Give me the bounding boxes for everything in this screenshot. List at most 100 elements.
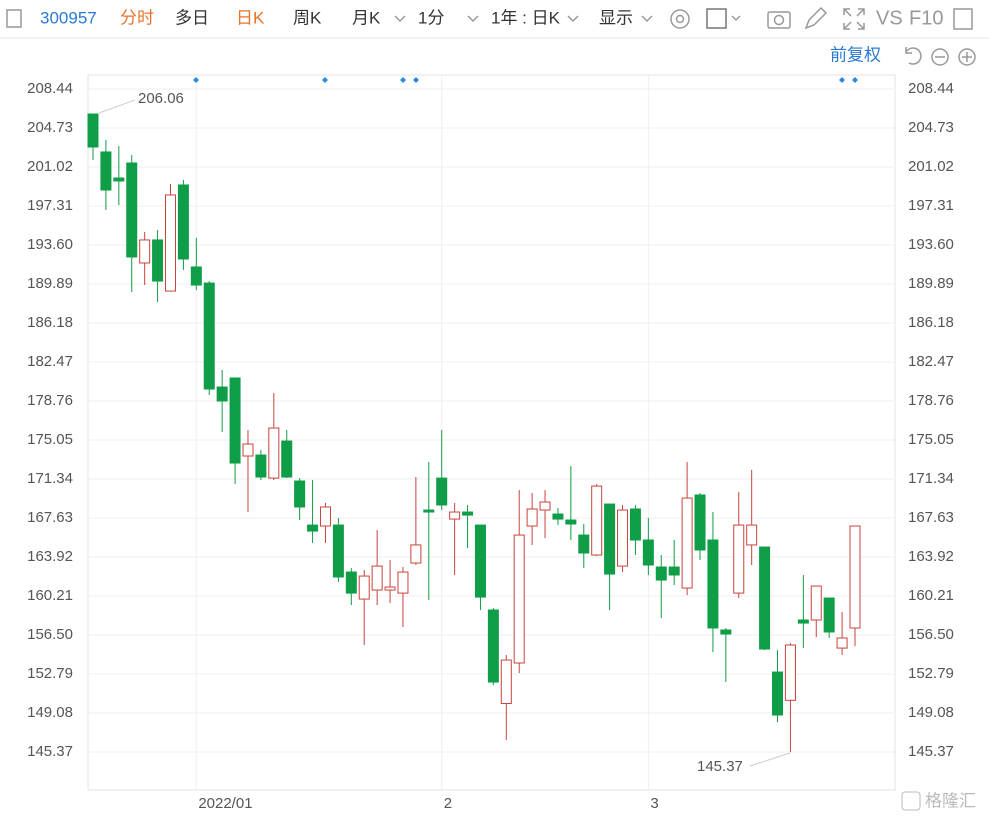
- y-tick-label: 167.63: [27, 509, 73, 526]
- candle-body: [423, 509, 435, 513]
- event-marker[interactable]: [839, 77, 845, 83]
- panel-icon[interactable]: [953, 8, 973, 30]
- chevron: [394, 15, 406, 23]
- y-tick-label-right: 186.18: [908, 314, 954, 331]
- y-tick-label: 182.47: [27, 353, 73, 370]
- candle-body: [694, 494, 706, 551]
- candle-body: [229, 377, 241, 464]
- zoom-out-icon[interactable]: [931, 48, 949, 66]
- event-marker[interactable]: [852, 77, 858, 83]
- sidebar-toggle[interactable]: [6, 9, 22, 28]
- plot: 208.44 208.44 204.73 204.73 201.02 201.02 197.…: [27, 74, 954, 812]
- y-tick-label-right: 156.50: [908, 626, 954, 643]
- undo-icon[interactable]: [905, 47, 922, 65]
- vs-button[interactable]: VS: [876, 7, 903, 29]
- candle-body: [668, 566, 680, 576]
- chevron: [641, 15, 653, 23]
- candle-body: [578, 534, 590, 554]
- y-tick-label-right: 167.63: [908, 509, 954, 526]
- tab[interactable]: 月K: [352, 8, 381, 27]
- interval-select[interactable]: 1分: [418, 8, 444, 27]
- pen-icon[interactable]: [804, 6, 828, 30]
- candle-body: [152, 239, 164, 282]
- watermark: 格隆汇: [925, 791, 976, 810]
- y-tick-label-right: 145.37: [908, 743, 954, 760]
- candle-body: [126, 162, 138, 258]
- y-tick-label: 171.34: [27, 470, 73, 487]
- candle-body: [642, 539, 654, 566]
- candle-body: [113, 177, 125, 182]
- candle-body: [823, 597, 835, 633]
- candle-body: [100, 151, 112, 191]
- chevron: [731, 15, 741, 22]
- tab[interactable]: 日K: [236, 8, 265, 27]
- camera-lens: [773, 14, 785, 26]
- range-select[interactable]: 1年 : 日K: [491, 8, 561, 27]
- y-tick-label-right: 171.34: [908, 470, 954, 487]
- zoom-in-plus: [962, 52, 972, 62]
- low-annotation: 145.37: [697, 758, 743, 775]
- candle-body: [836, 637, 848, 649]
- candle-body: [474, 524, 486, 598]
- y-tick-label: 204.73: [27, 119, 73, 136]
- f10-button[interactable]: F10: [909, 7, 943, 29]
- settings-icon[interactable]: [670, 9, 690, 29]
- display-select[interactable]: 显示: [599, 8, 633, 27]
- y-tick-label: 163.92: [27, 548, 73, 565]
- chevron: [467, 15, 479, 23]
- candle-body: [177, 184, 189, 260]
- candle-body: [487, 609, 499, 683]
- event-marker[interactable]: [413, 77, 419, 83]
- y-tick-label: 178.76: [27, 392, 73, 409]
- candle-body: [203, 282, 215, 390]
- candle-body: [797, 619, 809, 624]
- candle-body: [371, 565, 383, 591]
- camera-icon[interactable]: [767, 11, 791, 29]
- candle-body: [190, 266, 202, 286]
- candle-body: [449, 511, 461, 520]
- candle-body: [733, 524, 745, 594]
- candle-body: [139, 239, 151, 264]
- y-tick-label-right: 189.89: [908, 275, 954, 292]
- shape-icon[interactable]: [706, 8, 727, 29]
- candle-body: [565, 519, 577, 525]
- y-tick-label: 193.60: [27, 236, 73, 253]
- candle-body: [526, 508, 538, 527]
- tab[interactable]: 分时: [120, 8, 154, 27]
- candle-body: [164, 194, 176, 292]
- candle-body: [268, 427, 280, 479]
- candle-body: [720, 629, 732, 635]
- y-tick-label: 201.02: [27, 158, 73, 175]
- plot-frame: [87, 74, 896, 791]
- y-tick-label-right: 152.79: [908, 665, 954, 682]
- adjust-select[interactable]: 前复权: [830, 45, 881, 64]
- candle-body: [681, 497, 693, 589]
- y-tick-label: 208.44: [27, 80, 73, 97]
- candle-body: [332, 524, 344, 578]
- event-marker[interactable]: [193, 77, 199, 83]
- candle-body: [87, 113, 99, 148]
- fullscreen-icon[interactable]: [843, 8, 865, 30]
- y-tick-label-right: 163.92: [908, 548, 954, 565]
- event-marker[interactable]: [322, 77, 328, 83]
- y-tick-label: 197.31: [27, 197, 73, 214]
- candle-body: [397, 571, 409, 594]
- chevron: [567, 15, 579, 23]
- settings-icon-core: [675, 14, 685, 24]
- y-tick-label-right: 149.08: [908, 704, 954, 721]
- candle-body: [759, 546, 771, 650]
- candle-body: [281, 440, 293, 478]
- tab[interactable]: 周K: [293, 8, 322, 27]
- tab[interactable]: 多日: [175, 8, 209, 27]
- candle-body: [462, 511, 474, 516]
- y-tick-label-right: 160.21: [908, 587, 954, 604]
- y-tick-label: 152.79: [27, 665, 73, 682]
- zoom-in-icon[interactable]: [958, 48, 976, 66]
- candle-body: [849, 525, 861, 629]
- event-markers: [193, 77, 858, 83]
- event-marker[interactable]: [400, 77, 406, 83]
- y-tick-label-right: 201.02: [908, 158, 954, 175]
- y-tick-label-right: 175.05: [908, 431, 954, 448]
- y-tick-label: 156.50: [27, 626, 73, 643]
